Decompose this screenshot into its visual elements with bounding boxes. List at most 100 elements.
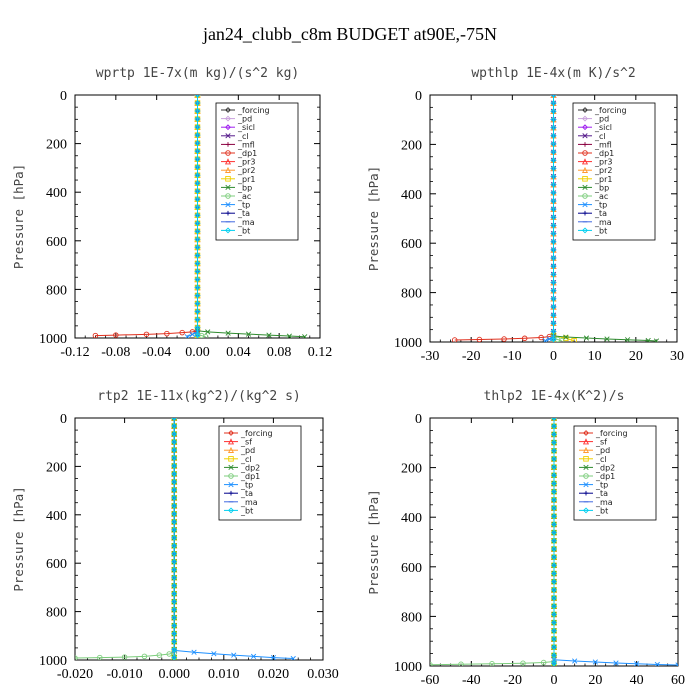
series-marker [194,220,201,227]
y-tick-label: 400 [401,188,422,203]
series-marker [551,418,557,421]
series-marker [550,181,557,188]
x-tick-label: 0.04 [226,345,251,360]
legend: _forcing_pd_sicl_cl_mfl_dp1_pr3_pr2_pr1_… [215,102,299,241]
panel-title: thlp2 1E-4x(K^2)/s [484,389,625,404]
legend-marker [225,184,231,191]
series-marker [194,188,201,195]
series-marker [121,654,128,660]
series-marker [476,336,483,342]
series-marker [551,570,557,577]
legend-marker [582,201,588,208]
series-marker [270,654,277,660]
legend-marker [582,133,588,139]
legend-box [215,102,299,241]
series-marker [171,646,178,653]
y-tick-label: 400 [46,509,67,524]
series-marker [179,329,185,336]
series-marker [194,324,201,331]
y-tick-label: 800 [401,610,422,625]
legend-entry: _forcing [240,429,273,438]
panel-4: thlp2 1E-4x(K^2)/s Pressure [hPa] -60 -40 -2… [366,389,685,688]
series-marker [171,542,178,549]
legend-entry: _pr3 [594,158,612,167]
series-marker [550,312,557,319]
legend-marker [225,124,231,131]
x-tick-label: 20 [588,673,602,688]
legend-marker [225,176,231,182]
y-tick-label: 1000 [394,660,422,675]
legend-marker [582,150,588,156]
series-marker [245,331,252,337]
y-tick-label: 800 [46,283,67,298]
legend-box [572,102,656,241]
series-marker [550,320,557,327]
series-group [451,95,660,342]
legend-marker [583,430,589,436]
legend-entry: _pr3 [237,158,255,167]
series-marker [171,418,177,421]
series-marker [551,431,557,438]
series-marker [521,335,528,342]
legend-entry: _sicl [594,123,612,132]
series-marker [551,537,557,544]
series-marker [634,661,640,666]
y-tick-label: 200 [401,462,422,477]
legend-entry: _tp [237,201,250,210]
y-tick-label: 600 [401,561,422,576]
series-marker [171,447,178,453]
y-tick-label: 0 [415,89,422,104]
series-marker [551,423,557,430]
series-marker [550,124,557,131]
legend-entry: _ma [240,498,258,507]
y-tick-label: 0 [60,412,67,427]
series-marker [194,124,201,131]
y-tick-label: 1000 [39,654,67,669]
series-marker [550,95,557,98]
y-tick-label: 800 [401,287,422,302]
x-tick-label: 0 [550,349,557,364]
series-marker [551,529,557,536]
y-tick-label: 200 [46,138,67,153]
series-marker [538,334,544,341]
series-marker [550,287,557,294]
series-marker [551,627,557,634]
legend-entry: _bt [594,226,607,235]
legend-entry: _ta [237,209,250,218]
series-marker [286,333,292,338]
x-tick-label: 0.00 [185,345,210,360]
series-marker [166,651,172,657]
series-marker [171,418,178,421]
legend-marker [583,481,589,488]
series-marker [189,331,196,337]
series-marker [551,472,557,479]
series-marker [171,598,178,605]
series-marker [171,638,178,645]
y-tick-label: 600 [46,235,67,250]
legend-entry: _ma [595,498,613,507]
legend-marker [582,176,588,182]
series-marker [194,276,201,283]
legend-box [573,425,657,521]
legend-entry: _pd [595,446,610,455]
legend-entry: _ac [594,192,608,201]
y-tick-label: 600 [401,237,422,252]
series-marker [171,494,178,501]
legend-marker [225,150,231,156]
series-marker [551,505,557,511]
series-marker [171,454,178,461]
series-marker [171,486,178,493]
series-marker [550,173,557,180]
series-marker [540,659,547,666]
series-marker [113,332,119,338]
legend-marker [225,115,231,122]
series-marker [550,263,557,270]
x-tick-label: -0.12 [60,345,89,360]
x-tick-label: 0.030 [307,667,339,682]
series-marker [542,338,548,342]
series-marker [551,586,557,593]
series-marker [194,332,201,338]
legend-entry: _cl [237,132,249,141]
legend-marker [228,490,234,496]
